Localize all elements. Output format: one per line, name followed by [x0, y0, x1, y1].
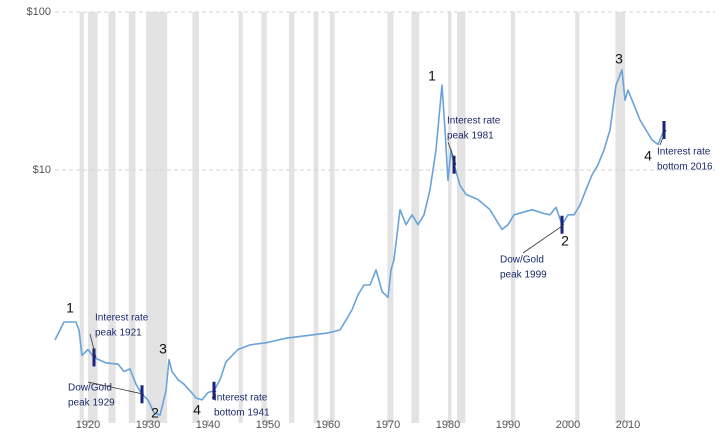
- x-tick-label: 1980: [436, 419, 460, 431]
- cycle-label: 2: [151, 405, 159, 421]
- annotation-arrow: [211, 390, 217, 399]
- cycle-label: 1: [66, 300, 74, 316]
- annotation-arrow: [522, 224, 565, 254]
- cycle-label: 2: [561, 233, 569, 249]
- annotation-text: Interest rate: [95, 313, 149, 324]
- x-tick-label: 1930: [136, 419, 160, 431]
- cycle-label: 3: [615, 51, 623, 67]
- recession-band: [329, 12, 335, 423]
- recession-band: [128, 12, 136, 423]
- annotation-text: peak 1929: [68, 398, 115, 409]
- data-line: [54, 69, 665, 416]
- annotation-arrow: [447, 141, 457, 165]
- cycle-label: 3: [159, 341, 167, 357]
- recession-band: [289, 12, 295, 423]
- cycle-label: 4: [644, 148, 652, 164]
- recession-band: [79, 12, 84, 423]
- annotation-text: bottom 2016: [657, 162, 713, 173]
- recession-band: [238, 12, 243, 423]
- annotation-arrow: [87, 381, 145, 395]
- recession-band: [192, 12, 199, 423]
- x-tick-label: 1960: [316, 419, 340, 431]
- recession-band: [575, 12, 580, 423]
- y-tick-label: $100: [27, 6, 51, 18]
- x-tick-label: 1950: [256, 419, 280, 431]
- annotation-text: Interest rate: [447, 116, 501, 127]
- cycle-label: 4: [193, 402, 201, 418]
- recession-band: [313, 12, 319, 423]
- x-tick-label: 1920: [76, 419, 100, 431]
- recession-band: [146, 12, 168, 423]
- recession-band: [387, 12, 394, 423]
- x-tick-label: 1990: [496, 419, 520, 431]
- recession-band: [448, 12, 452, 423]
- recession-band: [457, 12, 466, 423]
- annotation-text: Interest rate: [214, 393, 268, 404]
- recession-band: [615, 12, 625, 423]
- recession-band: [411, 12, 420, 423]
- cycle-label: 1: [428, 68, 436, 84]
- recession-band: [88, 12, 98, 423]
- annotation-text: peak 1921: [95, 328, 142, 339]
- x-tick-label: 2000: [556, 419, 580, 431]
- annotation-text: Dow/Gold: [68, 383, 112, 394]
- x-tick-label: 1970: [376, 419, 400, 431]
- annotation-text: Interest rate: [657, 147, 711, 158]
- x-tick-label: 2010: [616, 419, 640, 431]
- annotation-text: peak 1981: [447, 131, 494, 142]
- annotation-arrow: [89, 333, 97, 358]
- x-tick-label: 1940: [196, 419, 220, 431]
- annotation-text: Dow/Gold: [500, 255, 544, 266]
- y-tick-label: $10: [33, 164, 51, 176]
- recession-band: [108, 12, 116, 423]
- annotation-text: peak 1999: [500, 270, 547, 281]
- annotation-arrow: [659, 129, 667, 146]
- recession-band: [261, 12, 267, 423]
- annotation-text: bottom 1941: [214, 408, 270, 419]
